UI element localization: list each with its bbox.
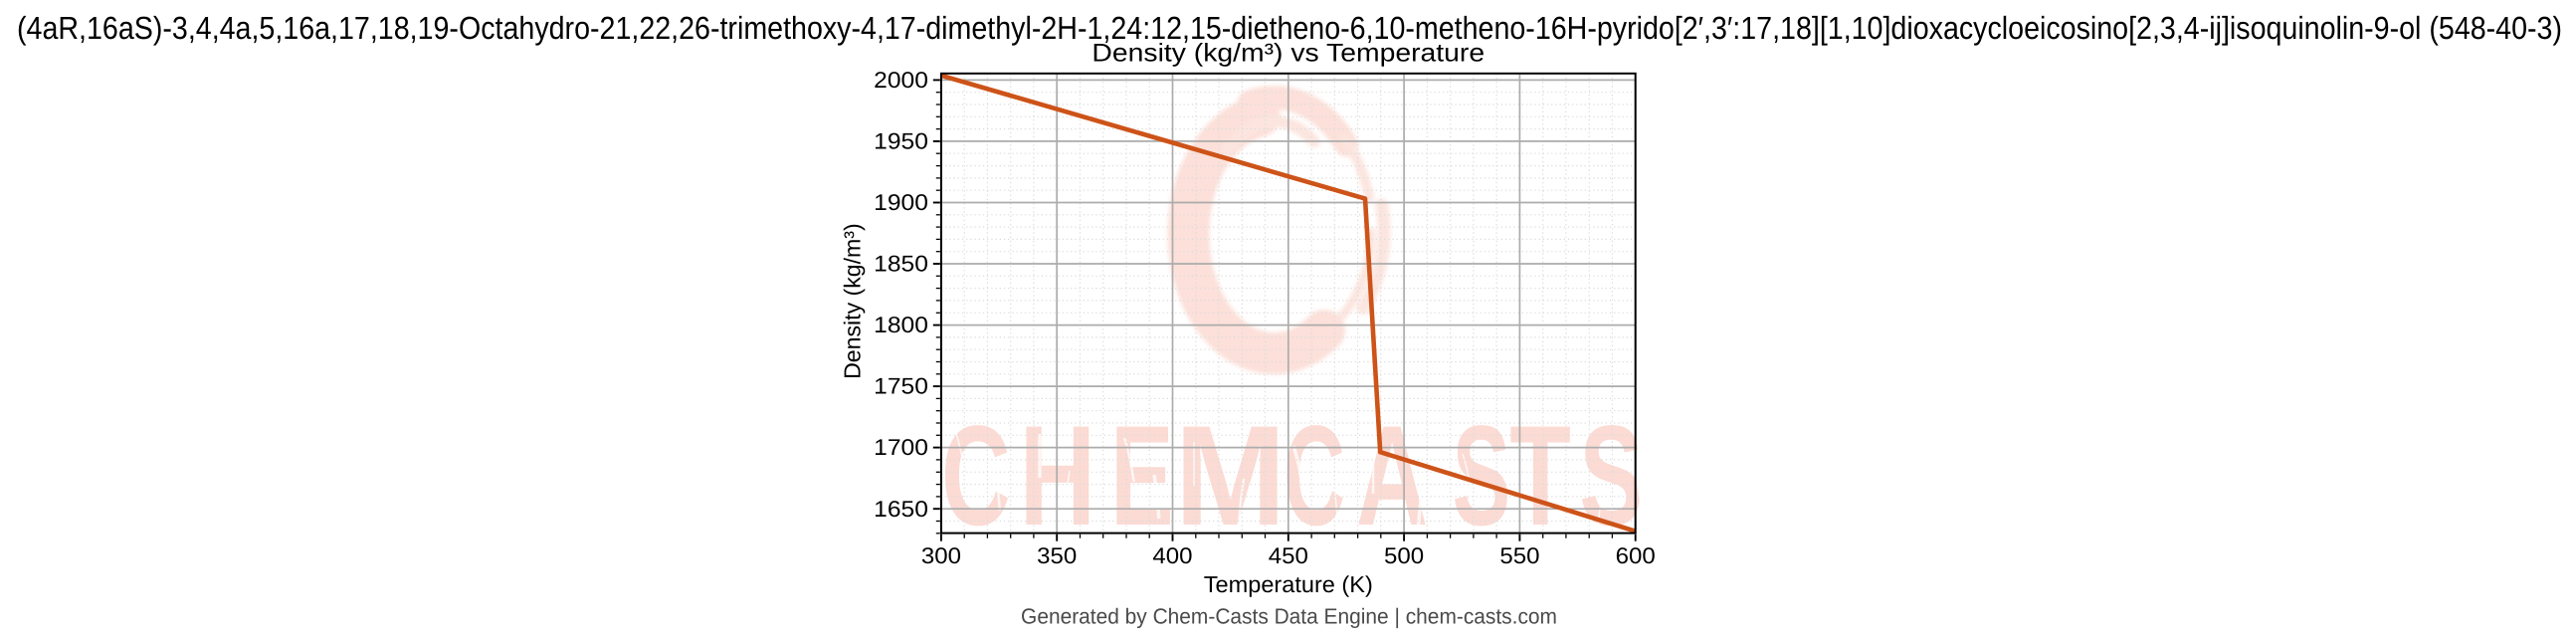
svg-text:600: 600 bbox=[1616, 542, 1656, 568]
svg-text:1850: 1850 bbox=[874, 251, 928, 277]
svg-text:Density (kg/m³) vs Temperature: Density (kg/m³) vs Temperature bbox=[1091, 39, 1485, 67]
svg-text:550: 550 bbox=[1499, 542, 1539, 568]
svg-text:(4aR,16aS)-3,4,4a,5,16a,17,18,: (4aR,16aS)-3,4,4a,5,16a,17,18,19-Octahyd… bbox=[17, 10, 2562, 46]
svg-text:1900: 1900 bbox=[874, 189, 928, 215]
svg-text:1950: 1950 bbox=[874, 128, 928, 154]
svg-text:Density (kg/m³): Density (kg/m³) bbox=[840, 223, 866, 379]
svg-text:1750: 1750 bbox=[874, 373, 928, 399]
svg-text:300: 300 bbox=[921, 542, 961, 568]
svg-text:2000: 2000 bbox=[874, 67, 928, 93]
svg-text:Generated by Chem-Casts Data E: Generated by Chem-Casts Data Engine | ch… bbox=[1021, 604, 1557, 629]
svg-text:C: C bbox=[1284, 397, 1345, 555]
svg-text:Temperature (K): Temperature (K) bbox=[1204, 571, 1373, 597]
svg-text:E: E bbox=[1110, 397, 1174, 555]
svg-text:1650: 1650 bbox=[874, 496, 928, 522]
svg-text:500: 500 bbox=[1384, 542, 1424, 568]
svg-text:450: 450 bbox=[1269, 542, 1308, 568]
svg-text:M: M bbox=[1175, 397, 1287, 555]
svg-text:C: C bbox=[941, 397, 1011, 555]
svg-text:1700: 1700 bbox=[874, 434, 928, 460]
svg-text:1800: 1800 bbox=[874, 312, 928, 337]
svg-text:400: 400 bbox=[1152, 542, 1192, 568]
svg-text:A: A bbox=[1356, 397, 1428, 555]
svg-text:350: 350 bbox=[1037, 542, 1077, 568]
